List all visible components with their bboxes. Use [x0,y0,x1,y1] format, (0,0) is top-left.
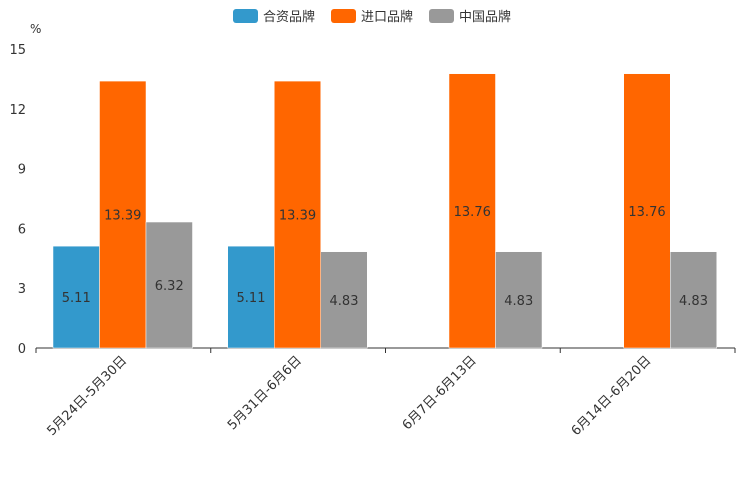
bar-value-label: 4.83 [504,294,533,309]
x-category-label: 6月14日-6月20日 [569,353,655,439]
y-tick-label: 3 [18,282,26,297]
legend: 合资品牌 进口品牌 中国品牌 [0,6,744,25]
y-axis-unit: % [30,22,42,36]
y-tick-label: 12 [9,103,26,118]
bar-value-label: 4.83 [330,294,359,309]
bar-value-label: 6.32 [155,279,184,294]
bar-value-label: 13.39 [104,209,141,224]
legend-label-import: 进口品牌 [360,10,413,25]
bar [274,80,321,349]
legend-swatch-jv [232,8,258,23]
bar-value-label: 13.76 [628,205,665,220]
y-tick-label: 9 [18,163,26,178]
legend-item-jv[interactable]: 合资品牌 [232,6,315,25]
legend-item-import[interactable]: 进口品牌 [330,6,413,25]
y-tick-label: 0 [18,342,26,357]
bar [448,73,496,349]
y-tick-label: 15 [9,43,26,58]
bar [99,80,147,349]
bar [227,245,275,349]
bar [320,251,368,349]
x-category-label: 5月31日-6月6日 [225,353,305,433]
legend-label-jv: 合资品牌 [262,10,315,25]
bar [145,221,193,349]
bar-value-label: 13.76 [454,205,491,220]
legend-swatch-china [429,8,454,23]
legend-label-china: 中国品牌 [459,10,512,25]
bar-value-label: 13.39 [279,209,316,224]
bar-value-label: 4.83 [679,294,708,309]
bar [623,73,671,349]
x-category-label: 5月24日-5月30日 [44,353,130,439]
bar [495,251,543,349]
y-tick-label: 6 [18,222,26,237]
bar-value-label: 5.11 [237,291,266,306]
legend-swatch-import [330,8,356,23]
legend-item-china[interactable]: 中国品牌 [429,6,511,25]
x-category-label: 6月7日-6月13日 [400,353,480,433]
bar [670,251,717,349]
bar [52,245,100,349]
bar-value-label: 5.11 [62,291,91,306]
